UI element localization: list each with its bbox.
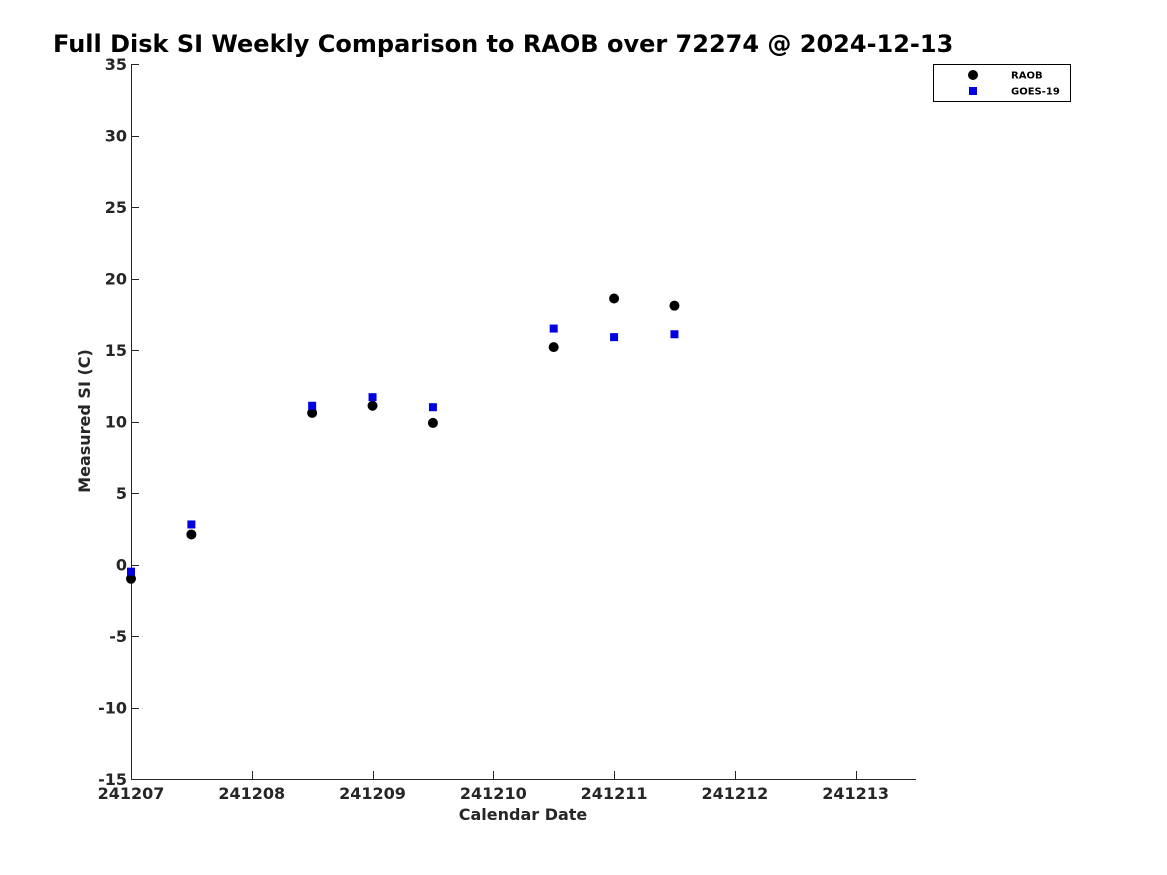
- raob-point: [367, 400, 378, 411]
- goes-19-point: [549, 324, 558, 333]
- goes-19-point: [187, 520, 196, 529]
- y-tick-label: 0: [116, 556, 127, 575]
- y-tick-label: 35: [105, 55, 127, 74]
- y-tick-label: -15: [98, 770, 127, 789]
- y-tick-label: 5: [116, 484, 127, 503]
- legend: RAOB GOES-19: [933, 64, 1071, 102]
- x-axis-ticks: 241207 241208 241209 241210 241211 241212 2412…: [98, 771, 889, 803]
- y-axis-ticks: -15 -10 -5 0 5 10 15 20 25 30 35: [98, 55, 139, 789]
- y-tick-label: -5: [109, 627, 127, 646]
- x-tick-label: 241213: [822, 784, 889, 803]
- legend-box: [933, 64, 1071, 102]
- x-tick-label: 241208: [218, 784, 285, 803]
- y-tick-label: 20: [105, 270, 127, 289]
- legend-marker-raob: [968, 70, 978, 80]
- raob-point: [609, 293, 620, 304]
- x-axis-label: Calendar Date: [459, 805, 588, 824]
- chart-title: Full Disk SI Weekly Comparison to RAOB o…: [53, 30, 953, 58]
- data-markers: [126, 293, 680, 584]
- y-tick-label: -10: [98, 699, 127, 718]
- raob-point: [548, 342, 559, 353]
- goes-19-point: [308, 401, 317, 410]
- plot-area: [131, 64, 916, 780]
- legend-label-raob: RAOB: [1011, 71, 1043, 82]
- raob-point: [307, 407, 318, 418]
- x-tick-label: 241210: [460, 784, 527, 803]
- raob-point: [427, 417, 438, 428]
- goes-19-point: [368, 393, 377, 402]
- y-tick-label: 10: [105, 413, 127, 432]
- goes-19-point: [610, 333, 619, 342]
- raob-point: [669, 300, 680, 311]
- x-tick-label: 241209: [339, 784, 406, 803]
- raob-point: [126, 573, 136, 584]
- x-tick-label: 241211: [581, 784, 648, 803]
- y-tick-label: 30: [105, 127, 127, 146]
- y-tick-label: 15: [105, 341, 127, 360]
- goes-19-point: [127, 567, 135, 576]
- goes-19-point: [428, 403, 437, 412]
- y-axis-label: Measured SI (C): [75, 349, 94, 493]
- legend-marker-goes-19: [969, 87, 977, 95]
- goes-19-point: [670, 330, 679, 339]
- raob-point: [186, 529, 197, 540]
- legend-label-goes-19: GOES-19: [1011, 87, 1060, 98]
- y-tick-label: 25: [105, 198, 127, 217]
- x-tick-label: 241212: [701, 784, 768, 803]
- x-tick-label: 241207: [98, 784, 165, 803]
